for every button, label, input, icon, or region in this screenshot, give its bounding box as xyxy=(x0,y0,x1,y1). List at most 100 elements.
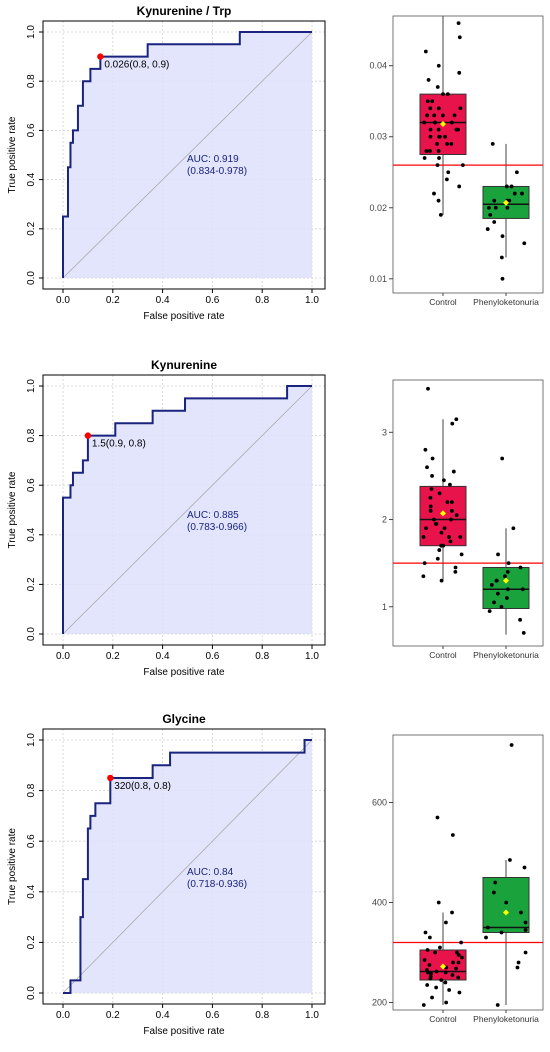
data-point xyxy=(423,49,428,54)
data-point xyxy=(492,198,497,203)
data-point xyxy=(437,134,441,139)
x-tick-label: 0.8 xyxy=(255,1010,269,1021)
data-point xyxy=(448,482,452,487)
cutoff-point xyxy=(97,53,104,60)
data-point xyxy=(444,920,448,925)
data-point xyxy=(485,227,490,231)
data-point xyxy=(491,890,496,895)
x-axis-label: False positive rate xyxy=(143,667,225,678)
data-point xyxy=(439,543,444,548)
mean-marker xyxy=(440,963,446,970)
data-point xyxy=(450,500,454,504)
data-point xyxy=(428,149,432,153)
data-point xyxy=(435,556,440,561)
data-point xyxy=(509,184,514,189)
data-point xyxy=(433,120,437,125)
y-tick-label: 0.4 xyxy=(26,527,37,541)
box-panel: 1 2 3 Control Phenyloketonuria xyxy=(382,379,544,660)
data-point xyxy=(450,973,455,977)
data-point xyxy=(515,965,520,970)
roc-panel: 0.0 0.2 0.4 0.6 0.8 1.0 0.0 0.2 0.4 0.6 0.8 1.0 Kynu… xyxy=(7,4,326,322)
data-point xyxy=(523,950,528,955)
data-point xyxy=(453,565,458,570)
mean-marker xyxy=(503,577,509,584)
data-point xyxy=(437,491,442,496)
data-point xyxy=(508,858,512,862)
data-point xyxy=(500,456,505,461)
data-point xyxy=(499,930,504,935)
data-point xyxy=(432,517,436,522)
data-point xyxy=(423,447,428,452)
data-point xyxy=(458,535,463,539)
data-point xyxy=(505,587,510,592)
data-point xyxy=(436,63,441,68)
data-point xyxy=(451,469,456,474)
x-axis-label: False positive rate xyxy=(143,1026,225,1037)
data-point xyxy=(512,191,517,196)
y-tick-label: 0.8 xyxy=(26,428,37,442)
data-point xyxy=(436,127,441,132)
data-point xyxy=(450,910,454,915)
data-point xyxy=(435,163,440,168)
data-point xyxy=(520,587,525,592)
data-point xyxy=(444,177,449,182)
data-point xyxy=(453,569,458,574)
data-point xyxy=(426,386,430,391)
data-point xyxy=(450,120,454,125)
y-tick-label: 1.0 xyxy=(26,379,37,393)
data-point xyxy=(436,149,441,153)
x-tick-label: 1.0 xyxy=(305,295,319,306)
auc-ci-label: (0.783-0.966) xyxy=(187,522,247,533)
data-point xyxy=(432,191,436,196)
box-phenyloketonuria xyxy=(482,567,530,609)
plot-frame xyxy=(42,728,326,1005)
data-point xyxy=(421,1003,426,1007)
data-point xyxy=(439,578,444,583)
data-point xyxy=(451,960,455,965)
box-phenyloketonuria xyxy=(482,877,530,933)
x-tick-label: 0.0 xyxy=(56,1010,70,1021)
x-tick-label: 0.2 xyxy=(106,1010,120,1021)
data-point xyxy=(434,985,439,990)
data-point xyxy=(494,578,499,583)
data-point xyxy=(436,198,441,203)
plot-frame xyxy=(392,734,544,1011)
data-point xyxy=(437,548,442,552)
roc-panel: 0.0 0.2 0.4 0.6 0.8 1.0 0.0 0.2 0.4 0.6 0.8 1.0 Kynu… xyxy=(7,358,326,678)
cutoff-label: 0.026(0.8, 0.9) xyxy=(104,60,169,71)
chance-diagonal xyxy=(62,385,313,635)
data-point xyxy=(429,971,433,976)
data-point xyxy=(493,880,498,885)
data-point xyxy=(522,241,527,246)
data-point xyxy=(496,552,500,557)
auc-ci-label: (0.834-0.978) xyxy=(187,166,247,177)
y-tick-label: 0.2 xyxy=(26,221,37,235)
plot-frame xyxy=(42,20,326,290)
y-tick-label: 1.0 xyxy=(26,733,37,747)
x-tick-label: 0.6 xyxy=(205,1010,219,1021)
data-point xyxy=(421,535,426,539)
data-point xyxy=(521,631,526,635)
data-point xyxy=(452,113,457,118)
roc-panel: 0.0 0.2 0.4 0.6 0.8 1.0 0.0 0.2 0.4 0.6 0.8 1.0 Glyc… xyxy=(7,712,326,1037)
data-point xyxy=(460,955,464,960)
y-tick-label: 0.8 xyxy=(26,74,37,88)
data-point xyxy=(495,1003,500,1007)
chart-title: Kynurenine xyxy=(151,358,217,372)
data-point xyxy=(449,141,454,146)
data-point xyxy=(487,609,492,614)
data-point xyxy=(430,456,435,461)
data-point xyxy=(446,170,451,175)
data-point xyxy=(459,552,464,557)
data-point xyxy=(456,975,461,980)
data-point xyxy=(443,980,448,985)
data-point xyxy=(454,513,459,518)
data-point xyxy=(440,113,445,118)
data-point xyxy=(509,743,514,747)
data-point xyxy=(435,141,439,146)
y-tick-label: 0.4 xyxy=(26,172,37,186)
y-tick-label: 0.0 xyxy=(26,271,37,285)
y-tick-label: 0.6 xyxy=(26,123,37,137)
data-point xyxy=(505,205,510,210)
data-point xyxy=(443,134,448,139)
